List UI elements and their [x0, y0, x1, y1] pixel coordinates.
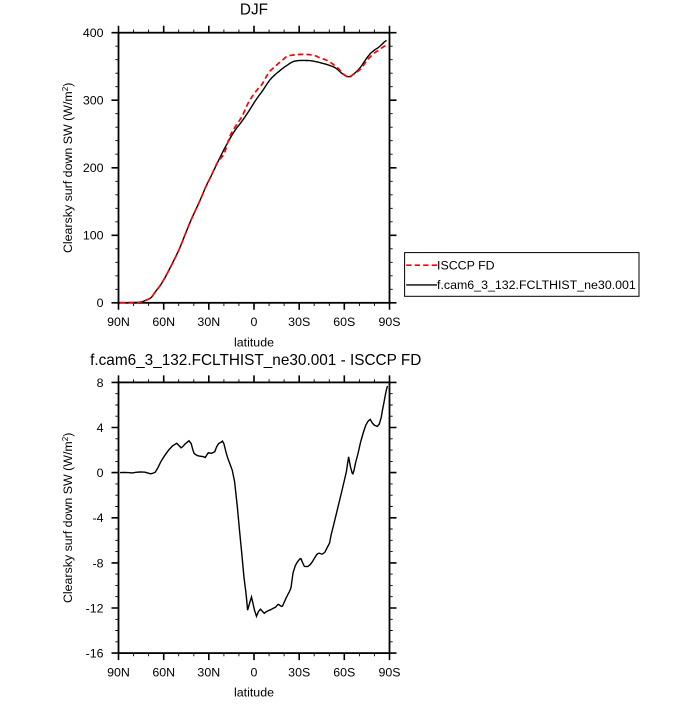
svg-text:ISCCP FD: ISCCP FD: [437, 258, 495, 272]
svg-text:300: 300: [83, 94, 104, 108]
svg-text:90N: 90N: [107, 666, 130, 680]
svg-text:400: 400: [83, 26, 104, 40]
svg-text:30N: 30N: [197, 315, 220, 329]
svg-text:f.cam6_3_132.FCLTHIST_ne30.001: f.cam6_3_132.FCLTHIST_ne30.001: [437, 278, 636, 292]
svg-text:0: 0: [251, 315, 258, 329]
svg-text:200: 200: [83, 161, 104, 175]
svg-text:90S: 90S: [378, 315, 400, 329]
svg-text:0: 0: [97, 296, 104, 310]
svg-text:60N: 60N: [152, 666, 175, 680]
svg-text:0: 0: [97, 466, 104, 480]
svg-text:DJF: DJF: [240, 2, 268, 19]
svg-text:Clearsky surf down SW (W/m2): Clearsky surf down SW (W/m2): [61, 433, 76, 604]
svg-text:-12: -12: [86, 601, 104, 615]
svg-text:latitude: latitude: [234, 335, 274, 349]
svg-text:-16: -16: [86, 647, 104, 661]
svg-text:100: 100: [83, 229, 104, 243]
svg-text:f.cam6_3_132.FCLTHIST_ne30.001: f.cam6_3_132.FCLTHIST_ne30.001 - ISCCP F…: [90, 352, 421, 369]
svg-text:30S: 30S: [288, 315, 310, 329]
svg-text:latitude: latitude: [234, 686, 274, 700]
svg-text:60S: 60S: [333, 315, 355, 329]
svg-text:90N: 90N: [107, 315, 130, 329]
svg-text:-8: -8: [92, 556, 103, 570]
svg-text:30S: 30S: [288, 666, 310, 680]
svg-text:60S: 60S: [333, 666, 355, 680]
svg-text:8: 8: [97, 376, 104, 390]
svg-text:30N: 30N: [197, 666, 220, 680]
svg-text:-4: -4: [92, 511, 103, 525]
svg-text:0: 0: [251, 666, 258, 680]
svg-text:60N: 60N: [152, 315, 175, 329]
svg-text:90S: 90S: [378, 666, 400, 680]
svg-text:4: 4: [97, 421, 104, 435]
svg-text:Clearsky surf down SW (W/m2): Clearsky surf down SW (W/m2): [61, 83, 76, 254]
